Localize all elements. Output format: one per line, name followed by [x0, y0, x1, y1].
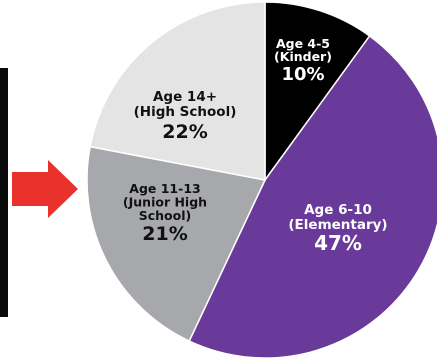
left-panel-border: [0, 68, 8, 317]
slice-label-line: School): [139, 208, 191, 223]
pie-slice-0: [264, 1, 371, 183]
slice-percent-label: 21%: [142, 223, 187, 245]
slice-label-line: Age 11-13: [129, 181, 200, 196]
pie-labels: Age 4-5 (Kinder) 10% Age 6-10 (Elementary) 47…: [123, 36, 388, 255]
slice-label-line: (High School): [134, 104, 237, 120]
slice-percent-label: 10%: [281, 64, 324, 85]
slice-label-line: (Elementary): [288, 217, 387, 233]
pie-slices: [86, 1, 437, 359]
slice-label-line: Age 4-5: [276, 36, 330, 51]
pie-slice-3: [89, 1, 266, 181]
pie-slice-2: [86, 145, 267, 343]
slice-label-0: Age 4-5 (Kinder) 10%: [274, 36, 332, 85]
slice-label-line: Age 14+: [153, 89, 217, 105]
pie-slice-1: [188, 34, 437, 359]
pointer-arrow-icon: [12, 160, 78, 218]
slice-label-line: Age 6-10: [304, 202, 372, 218]
slice-label-line: (Junior High: [123, 195, 207, 210]
slice-label-2: Age 11-13 (Junior High School) 21%: [123, 181, 207, 245]
slice-percent-label: 22%: [162, 121, 207, 143]
slice-label-line: (Kinder): [274, 49, 332, 64]
slice-percent-label: 47%: [314, 231, 362, 255]
slice-label-1: Age 6-10 (Elementary) 47%: [288, 202, 387, 255]
slice-label-3: Age 14+ (High School) 22%: [134, 89, 237, 143]
